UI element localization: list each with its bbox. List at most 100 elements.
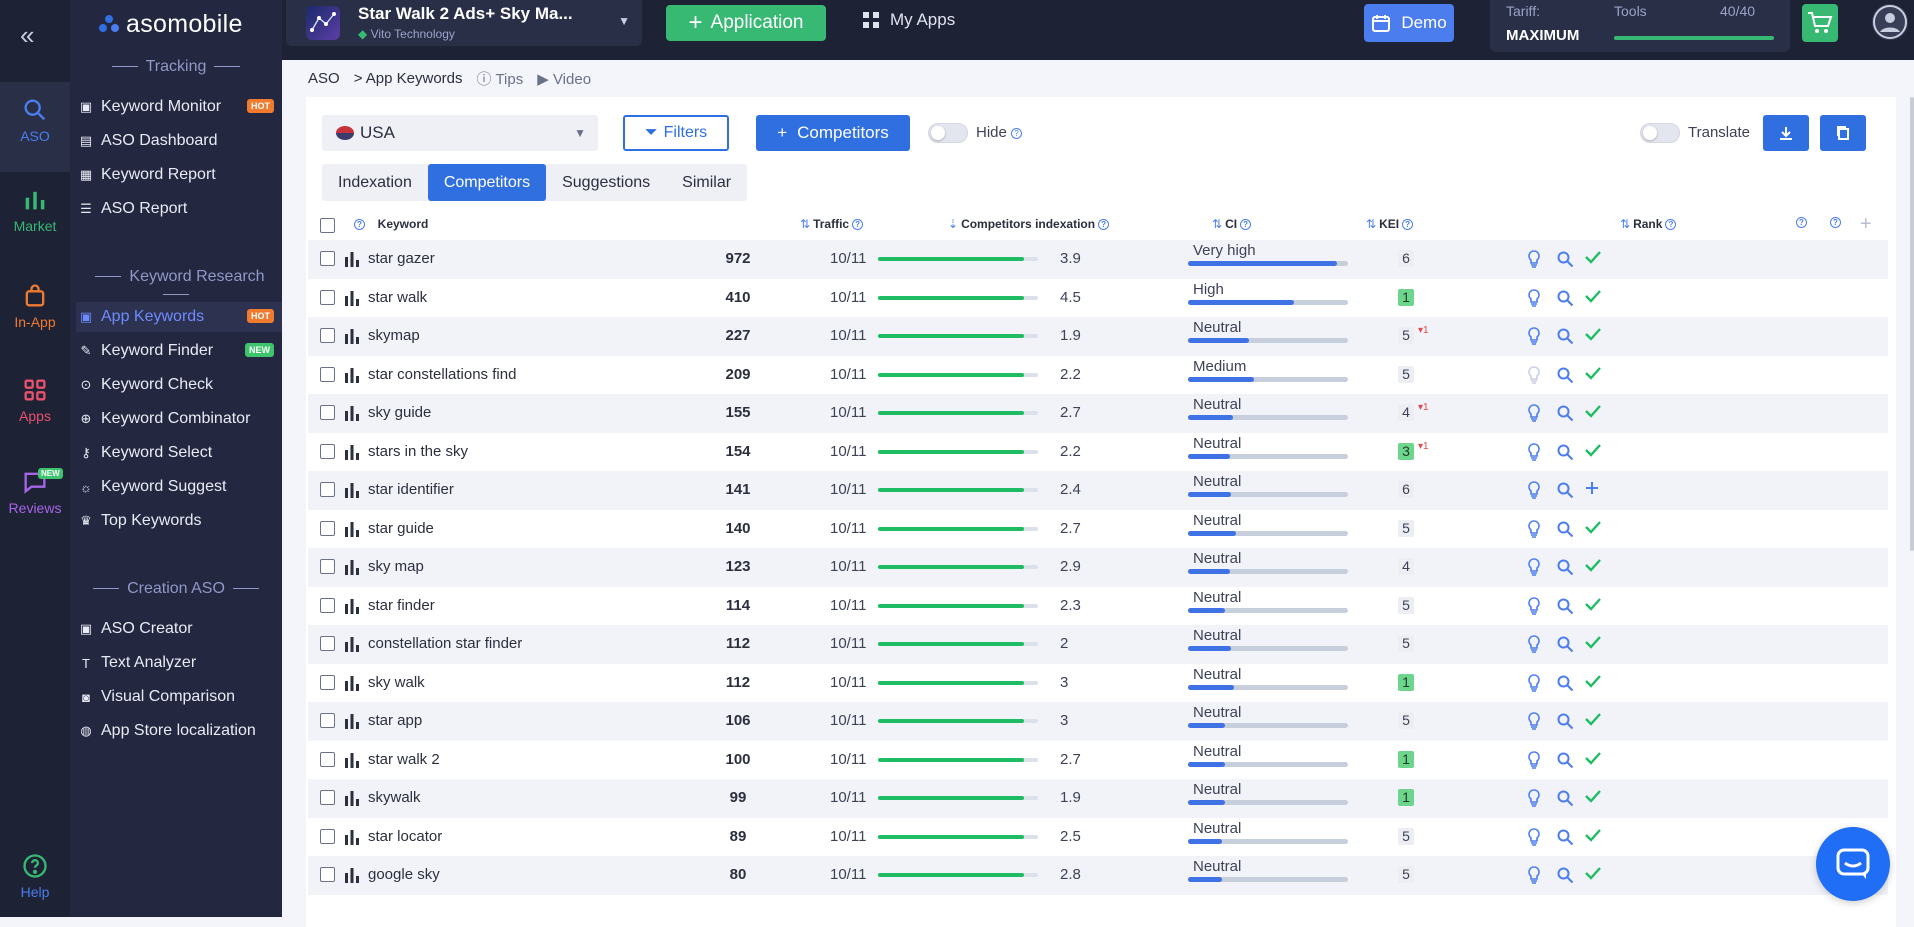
keyword-cell[interactable]: star constellations find (368, 365, 517, 383)
stats-icon[interactable] (344, 790, 360, 806)
keyword-cell[interactable]: star finder (368, 596, 435, 614)
table-row[interactable]: star guide 140 10/11 2.7 Neutral 5 (308, 510, 1888, 549)
tips-link[interactable]: ⓘ Tips (477, 68, 524, 89)
sidebar-item-aso-creator[interactable]: ▣ ASO Creator (76, 614, 282, 644)
col-traffic[interactable]: ⇅ Traffic? (800, 217, 864, 231)
keyword-cell[interactable]: sky guide (368, 404, 432, 421)
row-action[interactable] (1584, 442, 1602, 462)
country-select[interactable]: USA ▼ (322, 115, 598, 151)
search-icon[interactable] (1556, 520, 1574, 538)
lightbulb-icon[interactable] (1526, 712, 1542, 730)
row-action[interactable] (1584, 403, 1602, 423)
table-row[interactable]: star walk 410 10/11 4.5 High 1 (308, 279, 1888, 318)
help-icon[interactable]: ? (1830, 217, 1841, 228)
table-row[interactable]: star walk 2 100 10/11 2.7 Neutral 1 (308, 741, 1888, 780)
row-checkbox[interactable] (320, 636, 335, 651)
download-button[interactable] (1763, 115, 1809, 151)
lightbulb-icon[interactable] (1526, 481, 1542, 499)
sidebar-item-keyword-select[interactable]: ⚷ Keyword Select (76, 438, 282, 468)
keyword-cell[interactable]: star locator (368, 827, 443, 845)
search-icon[interactable] (1556, 366, 1574, 384)
search-icon[interactable] (1556, 866, 1574, 884)
stats-icon[interactable] (344, 713, 360, 729)
keyword-cell[interactable]: constellation star finder (368, 635, 523, 652)
row-checkbox[interactable] (320, 366, 335, 382)
table-row[interactable]: sky map 123 10/11 2.9 Neutral 4 (308, 548, 1888, 587)
rail-item-aso[interactable]: ASO (0, 82, 70, 172)
cart-button[interactable] (1802, 4, 1838, 42)
keyword-cell[interactable]: sky walk (368, 673, 425, 691)
chat-button[interactable] (1816, 827, 1890, 901)
copy-button[interactable] (1820, 115, 1866, 151)
select-all-checkbox[interactable] (320, 218, 335, 233)
stats-icon[interactable] (344, 675, 360, 691)
sidebar-item-aso-dashboard[interactable]: ▤ ASO Dashboard (76, 126, 282, 156)
row-action[interactable] (1584, 788, 1602, 808)
keyword-cell[interactable]: skymap (368, 327, 420, 344)
lightbulb-icon[interactable] (1526, 866, 1542, 884)
lightbulb-icon[interactable] (1526, 250, 1542, 268)
row-checkbox[interactable] (320, 674, 335, 690)
keyword-cell[interactable]: google sky (368, 866, 440, 883)
row-action[interactable] (1584, 865, 1602, 885)
search-icon[interactable] (1556, 789, 1574, 807)
sidebar-item-keyword-suggest[interactable]: ☼ Keyword Suggest (76, 472, 282, 502)
table-row[interactable]: star finder 114 10/11 2.3 Neutral 5 (308, 587, 1888, 626)
tab-suggestions[interactable]: Suggestions (562, 173, 651, 191)
search-icon[interactable] (1556, 481, 1574, 499)
table-row[interactable]: star constellations find 209 10/11 2.2 Mediu… (308, 356, 1888, 395)
row-checkbox[interactable] (320, 597, 335, 613)
help-icon[interactable]: ? (1011, 127, 1023, 139)
search-icon[interactable] (1556, 250, 1574, 268)
sidebar-item-keyword-finder[interactable]: ✎ Keyword Finder NEW (76, 336, 282, 366)
help-icon[interactable]: ? (1240, 218, 1252, 230)
lightbulb-icon[interactable] (1526, 673, 1542, 692)
keyword-cell[interactable]: star identifier (368, 481, 454, 498)
row-action[interactable] (1584, 673, 1602, 693)
stats-icon[interactable] (344, 829, 360, 845)
lightbulb-icon[interactable] (1526, 288, 1542, 307)
row-checkbox[interactable] (320, 828, 335, 844)
lightbulb-icon[interactable] (1526, 404, 1542, 422)
lightbulb-icon[interactable] (1526, 365, 1542, 384)
sidebar-item-text-analyzer[interactable]: T Text Analyzer (76, 648, 282, 678)
row-checkbox[interactable] (320, 328, 335, 343)
stats-icon[interactable] (344, 328, 360, 344)
lightbulb-icon[interactable] (1526, 827, 1542, 846)
help-icon[interactable]: ? (1402, 218, 1414, 230)
row-action[interactable] (1584, 827, 1602, 847)
row-checkbox[interactable] (320, 790, 335, 805)
row-checkbox[interactable] (320, 713, 335, 728)
rail-item-inapp[interactable]: In-App (0, 282, 70, 348)
row-action[interactable] (1584, 326, 1602, 346)
search-icon[interactable] (1556, 404, 1574, 422)
sidebar-item-keyword-monitor[interactable]: ▣ Keyword Monitor HOT (76, 92, 282, 122)
keyword-cell[interactable]: stars in the sky (368, 442, 469, 460)
lightbulb-icon[interactable] (1526, 750, 1542, 769)
tab-indexation[interactable]: Indexation (338, 173, 412, 191)
stats-icon[interactable] (344, 251, 360, 267)
stats-icon[interactable] (344, 559, 360, 575)
search-icon[interactable] (1556, 828, 1574, 846)
search-icon[interactable] (1556, 558, 1574, 576)
stats-icon[interactable] (344, 405, 360, 421)
add-application-button[interactable]: + Application (666, 5, 826, 41)
row-checkbox[interactable] (320, 867, 335, 882)
row-checkbox[interactable] (320, 251, 335, 266)
row-action[interactable] (1584, 711, 1602, 731)
breadcrumb-root[interactable]: ASO (308, 70, 340, 87)
tab-competitors[interactable]: Competitors (427, 164, 547, 201)
table-row[interactable]: sky walk 112 10/11 3 Neutral 1 (308, 664, 1888, 703)
search-icon[interactable] (1556, 443, 1574, 461)
search-icon[interactable] (1556, 751, 1574, 769)
sidebar-item-keyword-check[interactable]: ⊙ Keyword Check (76, 370, 282, 400)
table-row[interactable]: sky guide 155 10/11 2.7 Neutral 4 ▾1 (308, 394, 1888, 433)
row-action[interactable] (1584, 480, 1600, 500)
row-action[interactable] (1584, 634, 1602, 654)
row-action[interactable] (1584, 596, 1602, 616)
stats-icon[interactable] (344, 598, 360, 614)
stats-icon[interactable] (344, 521, 360, 537)
search-icon[interactable] (1556, 674, 1574, 692)
row-action[interactable] (1584, 750, 1602, 770)
help-icon[interactable]: ? (852, 218, 864, 230)
